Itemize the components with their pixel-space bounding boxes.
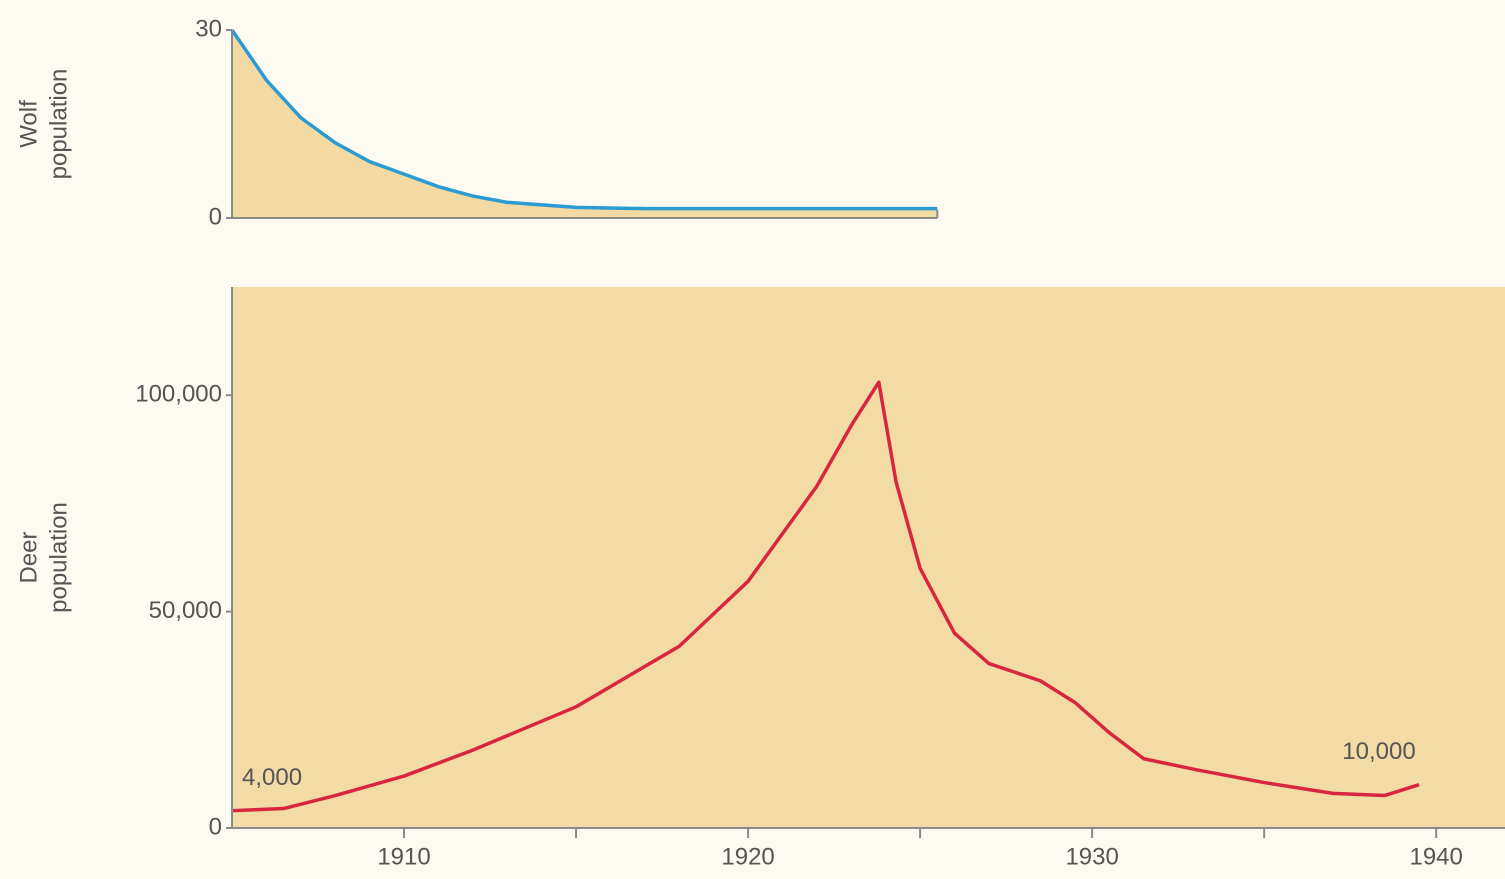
y-tick-label: 100,000	[135, 381, 222, 408]
area-fill	[232, 30, 938, 218]
y-label-line: population	[45, 502, 72, 613]
plot-background	[232, 287, 1505, 828]
y-axis-label: Deer population	[15, 502, 72, 613]
area-line	[230, 29, 938, 211]
y-tick-label: 0	[209, 813, 222, 840]
x-tick-label: 1940	[1409, 843, 1462, 870]
x-tick-label: 1920	[721, 843, 774, 870]
y-label-line: Deer	[15, 531, 42, 583]
value-label: 10,000	[1342, 738, 1415, 765]
y-axis-label: Wolf population	[15, 69, 72, 180]
y-tick-label: 50,000	[149, 597, 222, 624]
y-label-line: population	[45, 69, 72, 180]
y-tick-label: 0	[209, 203, 222, 230]
data-line	[231, 380, 1420, 813]
value-label: 4,000	[242, 764, 302, 791]
x-tick-label: 1930	[1065, 843, 1118, 870]
y-tick-label: 30	[195, 15, 222, 42]
x-tick-label: 1910	[377, 843, 430, 870]
y-label-line: Wolf	[15, 100, 42, 148]
